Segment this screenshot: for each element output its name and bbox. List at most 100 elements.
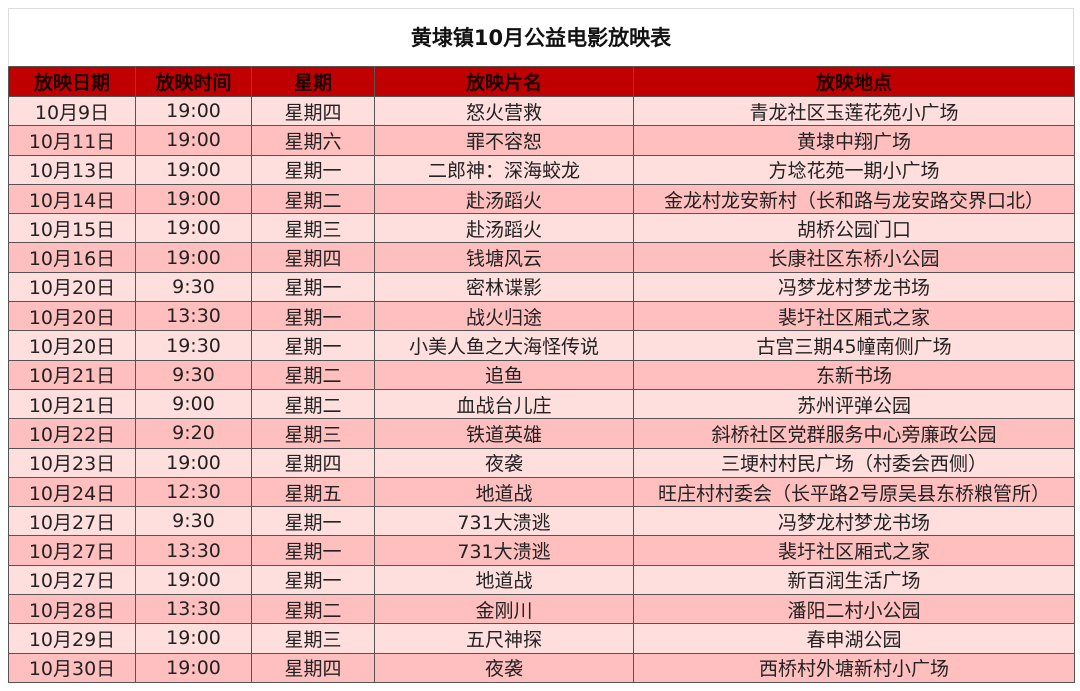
- table-row: 10月20日 19:30 星期一 小美人鱼之大海怪传说 古宫三期45幢南侧广场: [8, 330, 1075, 361]
- cell-film: 小美人鱼之大海怪传说: [374, 330, 634, 361]
- table-row: 10月27日 19:00 星期一 地道战 新百润生活广场: [8, 564, 1075, 596]
- cell-weekday: 星期一: [251, 330, 375, 361]
- cell-film: 夜袭: [374, 652, 634, 683]
- table-row: 10月21日 9:00 星期二 血战台儿庄 苏州评弹公园: [8, 388, 1075, 420]
- table-row: 10月28日 13:30 星期二 金刚川 潘阳二村小公园: [8, 594, 1075, 625]
- cell-location: 方埝花苑一期小广场: [633, 154, 1075, 185]
- cell-time: 9:30: [135, 359, 252, 390]
- cell-time: 19:00: [135, 242, 252, 273]
- cell-location: 三埂村村民广场（村委会西侧）: [633, 447, 1075, 478]
- table-row: 10月11日 19:00 星期六 罪不容恕 黄埭中翔广场: [8, 125, 1075, 156]
- table-row: 10月27日 9:30 星期一 731大溃逃 冯梦龙村梦龙书场: [8, 506, 1075, 537]
- cell-location: 裴圩社区厢式之家: [633, 535, 1075, 566]
- cell-date: 10月29日: [8, 623, 136, 654]
- cell-weekday: 星期四: [251, 447, 375, 478]
- cell-weekday: 星期一: [251, 506, 375, 537]
- cell-date: 10月20日: [8, 330, 136, 361]
- cell-weekday: 星期三: [251, 623, 375, 654]
- cell-location: 东新书场: [633, 359, 1075, 390]
- cell-location: 金龙村龙安新村（长和路与龙安路交界口北）: [633, 183, 1075, 215]
- cell-film: 密林谍影: [374, 271, 634, 303]
- table-row: 10月22日 9:20 星期三 铁道英雄 斜桥社区党群服务中心旁廉政公园: [8, 418, 1075, 449]
- cell-date: 10月21日: [8, 388, 136, 420]
- cell-date: 10月24日: [8, 476, 136, 508]
- cell-film: 夜袭: [374, 447, 634, 478]
- cell-film: 五尺神探: [374, 623, 634, 654]
- cell-film: 金刚川: [374, 594, 634, 625]
- column-header-film: 放映片名: [374, 66, 634, 97]
- cell-time: 13:30: [135, 594, 252, 625]
- cell-weekday: 星期一: [251, 564, 375, 596]
- table-row: 10月20日 13:30 星期一 战火归途 裴圩社区厢式之家: [8, 301, 1075, 332]
- table-row: 10月30日 19:00 星期四 夜袭 西桥村外塘新村小广场: [8, 652, 1075, 683]
- cell-time: 9:20: [135, 418, 252, 449]
- cell-film: 血战台儿庄: [374, 388, 634, 420]
- cell-time: 19:00: [135, 213, 252, 244]
- cell-time: 9:30: [135, 506, 252, 537]
- cell-film: 战火归途: [374, 301, 634, 332]
- table-row: 10月29日 19:00 星期三 五尺神探 春申湖公园: [8, 623, 1075, 654]
- cell-weekday: 星期四: [251, 95, 375, 127]
- cell-location: 旺庄村村委会（长平路2号原吴县东桥粮管所）: [633, 476, 1075, 508]
- cell-weekday: 星期二: [251, 359, 375, 390]
- table-row: 10月13日 19:00 星期一 二郎神：深海蛟龙 方埝花苑一期小广场: [8, 154, 1075, 185]
- table-row: 10月23日 19:00 星期四 夜袭 三埂村村民广场（村委会西侧）: [8, 447, 1075, 478]
- cell-location: 古宫三期45幢南侧广场: [633, 330, 1075, 361]
- cell-location: 黄埭中翔广场: [633, 125, 1075, 156]
- table-row: 10月27日 13:30 星期一 731大溃逃 裴圩社区厢式之家: [8, 535, 1075, 566]
- cell-date: 10月21日: [8, 359, 136, 390]
- cell-time: 19:30: [135, 330, 252, 361]
- table-row: 10月21日 9:30 星期二 追鱼 东新书场: [8, 359, 1075, 390]
- cell-time: 19:00: [135, 183, 252, 215]
- cell-time: 19:00: [135, 95, 252, 127]
- cell-film: 怒火营救: [374, 95, 634, 127]
- column-header-time: 放映时间: [135, 66, 252, 97]
- cell-weekday: 星期一: [251, 271, 375, 303]
- cell-time: 19:00: [135, 652, 252, 683]
- cell-film: 地道战: [374, 476, 634, 508]
- cell-film: 追鱼: [374, 359, 634, 390]
- cell-time: 9:30: [135, 271, 252, 303]
- cell-time: 19:00: [135, 564, 252, 596]
- table-row: 10月24日 12:30 星期五 地道战 旺庄村村委会（长平路2号原吴县东桥粮管所）: [8, 476, 1075, 508]
- cell-weekday: 星期一: [251, 301, 375, 332]
- cell-location: 青龙社区玉莲花苑小广场: [633, 95, 1075, 127]
- cell-date: 10月22日: [8, 418, 136, 449]
- cell-weekday: 星期一: [251, 535, 375, 566]
- cell-location: 冯梦龙村梦龙书场: [633, 271, 1075, 303]
- cell-weekday: 星期四: [251, 242, 375, 273]
- column-header-weekday: 星期: [251, 66, 375, 97]
- table-row: 10月15日 19:00 星期三 赴汤蹈火 胡桥公园门口: [8, 213, 1075, 244]
- cell-location: 胡桥公园门口: [633, 213, 1075, 244]
- cell-weekday: 星期二: [251, 183, 375, 215]
- cell-time: 13:30: [135, 301, 252, 332]
- cell-time: 19:00: [135, 447, 252, 478]
- cell-weekday: 星期三: [251, 418, 375, 449]
- cell-weekday: 星期三: [251, 213, 375, 244]
- cell-date: 10月27日: [8, 564, 136, 596]
- cell-date: 10月20日: [8, 271, 136, 303]
- cell-location: 裴圩社区厢式之家: [633, 301, 1075, 332]
- cell-weekday: 星期二: [251, 388, 375, 420]
- cell-film: 二郎神：深海蛟龙: [374, 154, 634, 185]
- cell-location: 春申湖公园: [633, 623, 1075, 654]
- cell-location: 长康社区东桥小公园: [633, 242, 1075, 273]
- cell-film: 地道战: [374, 564, 634, 596]
- cell-weekday: 星期二: [251, 594, 375, 625]
- cell-date: 10月14日: [8, 183, 136, 215]
- cell-time: 19:00: [135, 125, 252, 156]
- table-row: 10月14日 19:00 星期二 赴汤蹈火 金龙村龙安新村（长和路与龙安路交界口北）: [8, 183, 1075, 215]
- cell-location: 潘阳二村小公园: [633, 594, 1075, 625]
- cell-date: 10月13日: [8, 154, 136, 185]
- cell-film: 罪不容恕: [374, 125, 634, 156]
- cell-time: 9:00: [135, 388, 252, 420]
- cell-film: 731大溃逃: [374, 506, 634, 537]
- cell-weekday: 星期一: [251, 154, 375, 185]
- cell-time: 19:00: [135, 154, 252, 185]
- cell-date: 10月30日: [8, 652, 136, 683]
- table-header-row: 放映日期 放映时间 星期 放映片名 放映地点: [8, 66, 1075, 97]
- page-title: 黄埭镇10月公益电影放映表: [8, 8, 1074, 65]
- table-row: 10月9日 19:00 星期四 怒火营救 青龙社区玉莲花苑小广场: [8, 95, 1075, 127]
- cell-film: 赴汤蹈火: [374, 183, 634, 215]
- cell-film: 731大溃逃: [374, 535, 634, 566]
